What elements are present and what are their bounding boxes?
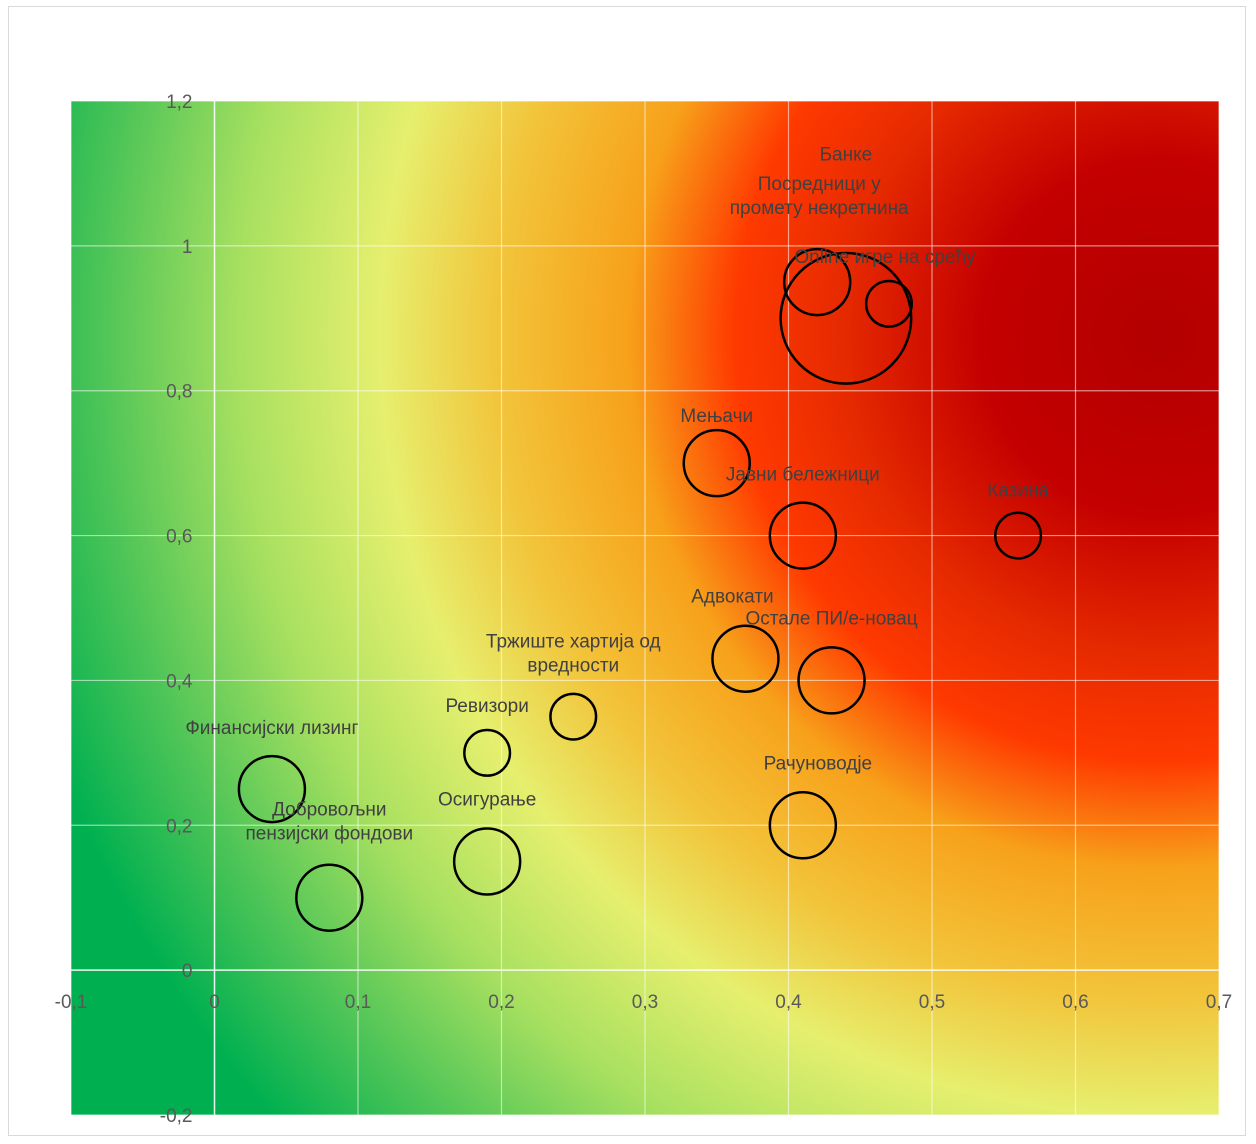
bubble-label: Адвокати xyxy=(691,587,773,608)
chart-frame: Банке Посредници у промету некретнина Onlin… xyxy=(8,6,1246,1136)
bubble xyxy=(711,624,780,693)
bubble-label: Банке xyxy=(820,144,873,165)
x-tick-label: 0,2 xyxy=(488,992,514,1013)
bubble-label-line: Добровољни xyxy=(272,800,386,821)
x-tick-label: -0,1 xyxy=(55,992,88,1013)
bubble xyxy=(864,279,914,328)
bubble-label: Ревизори xyxy=(445,696,528,717)
bubble xyxy=(994,511,1043,560)
x-tick-label: 0,4 xyxy=(775,992,802,1013)
bubble-label: Рачуноводје xyxy=(764,753,873,774)
bubble xyxy=(452,827,522,896)
x-tick-label: 0,6 xyxy=(1062,992,1088,1013)
bubble-label: Финансијски лизинг xyxy=(185,718,358,739)
bubble-label: Остале ПИ/е-новац xyxy=(745,608,917,629)
y-tick-label: 0,4 xyxy=(166,671,193,692)
y-tick-label: 0,8 xyxy=(166,382,192,403)
gridlines xyxy=(70,100,1220,1116)
bubble xyxy=(237,754,307,824)
bubble-label: Казина xyxy=(987,481,1049,502)
bubble-label: Посредници у промету некретнина xyxy=(730,174,909,219)
bubble xyxy=(768,501,838,570)
bubble-label-line: пензијски фондови xyxy=(245,823,413,844)
y-tick-label: 1 xyxy=(182,237,193,258)
bubble-label-line: Посредници у xyxy=(758,174,881,195)
bubble-chart: Банке Посредници у промету некретнина Onlin… xyxy=(55,92,1233,1127)
bubble-label-line: вредности xyxy=(527,655,619,676)
x-tick-label: 0,5 xyxy=(919,992,945,1013)
bubble-label: Online игре на срећу xyxy=(794,247,976,268)
bubble-label: Добровољни пензијски фондови xyxy=(245,800,413,845)
bubble-labels: Банке Посредници у промету некретнина Onlin… xyxy=(185,144,1049,844)
bubble-label: Мењачи xyxy=(680,406,753,427)
bubbles xyxy=(237,247,1043,932)
y-tick-label: 1,2 xyxy=(166,92,192,113)
bubble-label: Јавни бележници xyxy=(726,465,880,486)
bubble xyxy=(682,428,751,498)
bubble xyxy=(549,692,598,741)
bubble-label-line: Тржиште хартија од xyxy=(486,632,661,653)
x-tick-label: 0 xyxy=(209,992,220,1013)
bubble-label: Тржиште хартија од вредности xyxy=(486,632,661,677)
tick-labels: -0,1 0 0,1 0,2 0,3 0,4 0,5 0,6 0,7 -0,2 0 0,2 0,4 0,6… xyxy=(55,92,1233,1127)
bubble xyxy=(768,791,838,860)
bubble xyxy=(295,863,364,932)
bubble-label: Осигурање xyxy=(438,790,536,811)
bubble xyxy=(779,251,913,385)
bubble-label-line: промету некретнина xyxy=(730,198,909,219)
y-tick-label: 0,6 xyxy=(166,527,192,548)
y-tick-label: -0,2 xyxy=(160,1106,193,1127)
y-tick-label: 0 xyxy=(182,961,193,982)
y-tick-label: 0,2 xyxy=(166,816,192,837)
x-tick-label: 0,1 xyxy=(345,992,371,1013)
x-tick-label: 0,3 xyxy=(632,992,658,1013)
x-tick-label: 0,7 xyxy=(1206,992,1232,1013)
bubble xyxy=(463,728,512,777)
bubble xyxy=(797,646,866,715)
bubble xyxy=(782,247,852,317)
